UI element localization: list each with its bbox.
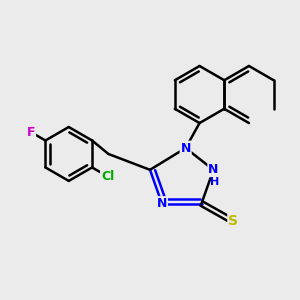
Text: N: N [208, 163, 219, 176]
Text: H: H [210, 178, 219, 188]
Text: N: N [157, 197, 167, 210]
Text: N: N [181, 142, 191, 154]
Text: S: S [228, 214, 238, 228]
Text: F: F [27, 126, 35, 139]
Text: Cl: Cl [101, 170, 114, 183]
